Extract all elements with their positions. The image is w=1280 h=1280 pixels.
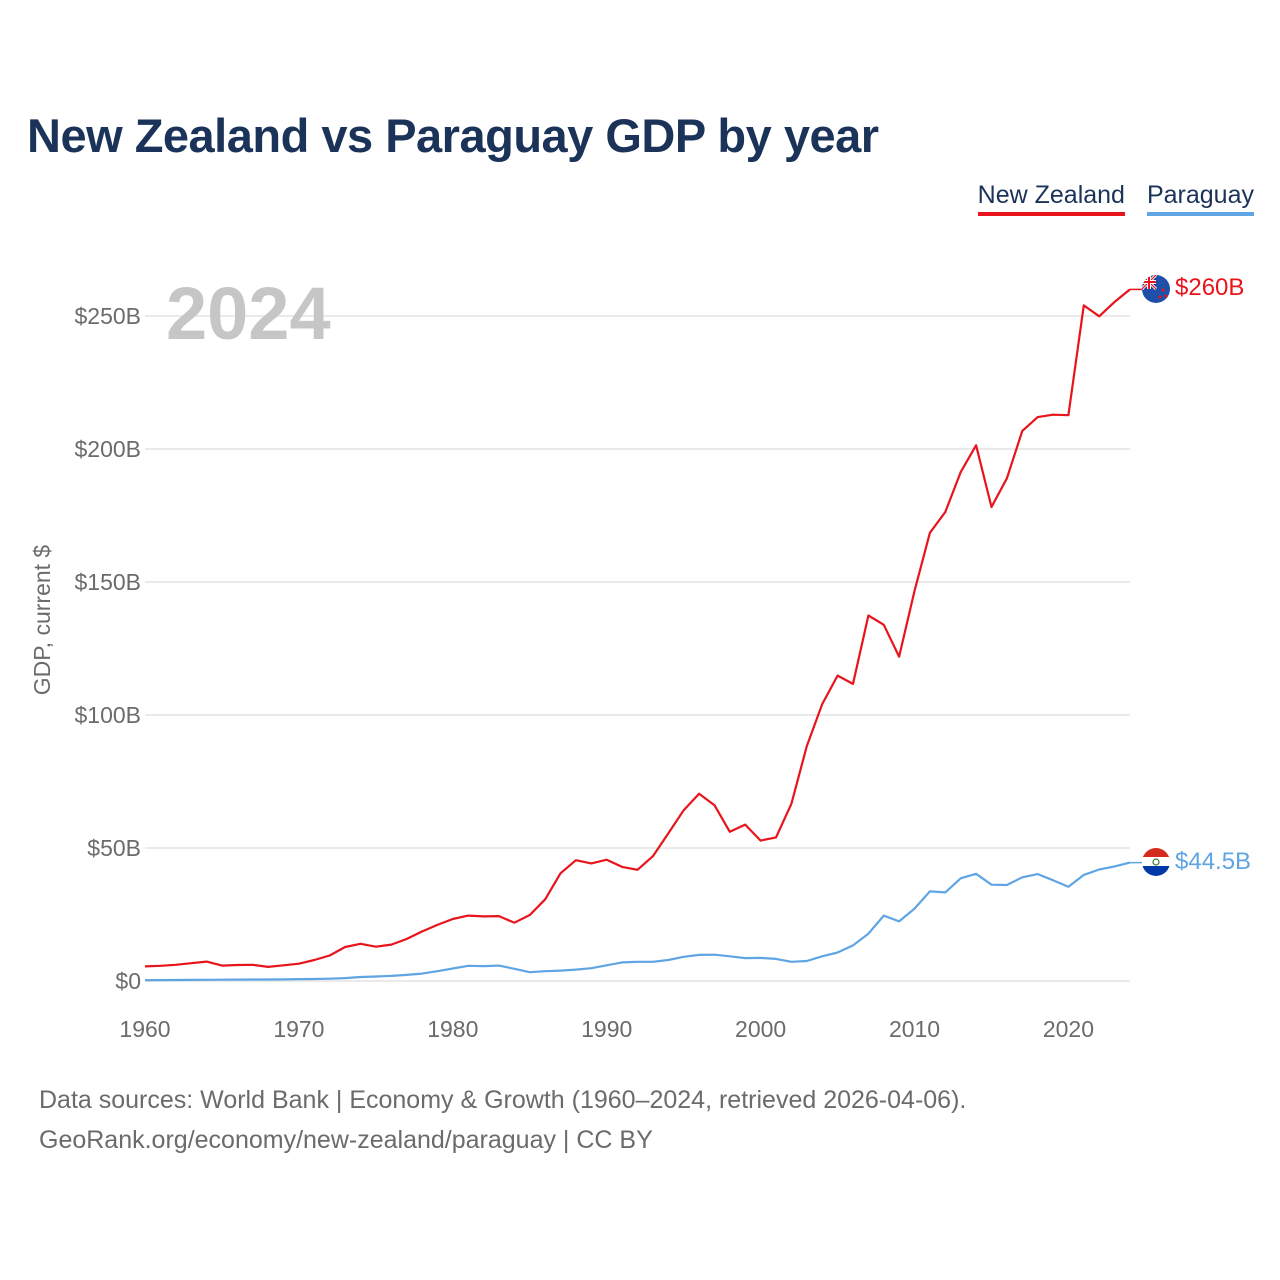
x-tick-label: 2020 [1043,1016,1094,1042]
x-tick-label: 2010 [889,1016,940,1042]
y-tick-label: $250B [74,303,141,329]
source-url-text[interactable]: GeoRank.org/economy/new-zealand/paraguay… [39,1126,653,1154]
page-title: New Zealand vs Paraguay GDP by year [27,109,879,162]
flag-paraguay-icon [1142,848,1170,876]
y-axis-title: GDP, current $ [29,545,55,696]
legend: New Zealand Paraguay [977,181,1254,216]
x-tick-label: 2000 [735,1016,786,1042]
data-source-text: Data sources: World Bank | Economy & Gro… [39,1086,967,1114]
y-tick-label: $150B [74,569,141,595]
series-line-paraguay [144,861,1131,982]
series-line-new-zealand [144,288,1131,969]
y-tick-label: $100B [74,702,141,728]
legend-item-new-zealand[interactable]: New Zealand [977,181,1125,216]
x-tick-label: 1980 [427,1016,478,1042]
x-tick-label: 1970 [273,1016,324,1042]
end-label-new-zealand: $260B [1175,274,1244,301]
y-tick-label: $0 [115,968,141,994]
flag-new-zealand-icon [1142,275,1170,303]
x-tick-label: 1960 [119,1016,170,1042]
y-tick-label: $50B [87,835,141,861]
end-label-paraguay: $44.5B [1175,848,1251,875]
y-tick-label: $200B [74,436,141,462]
legend-item-paraguay[interactable]: Paraguay [1146,181,1254,216]
year-label: 2024 [166,272,331,355]
footer: Data sources: World Bank | Economy & Gro… [39,1080,966,1160]
x-tick-label: 1990 [581,1016,632,1042]
